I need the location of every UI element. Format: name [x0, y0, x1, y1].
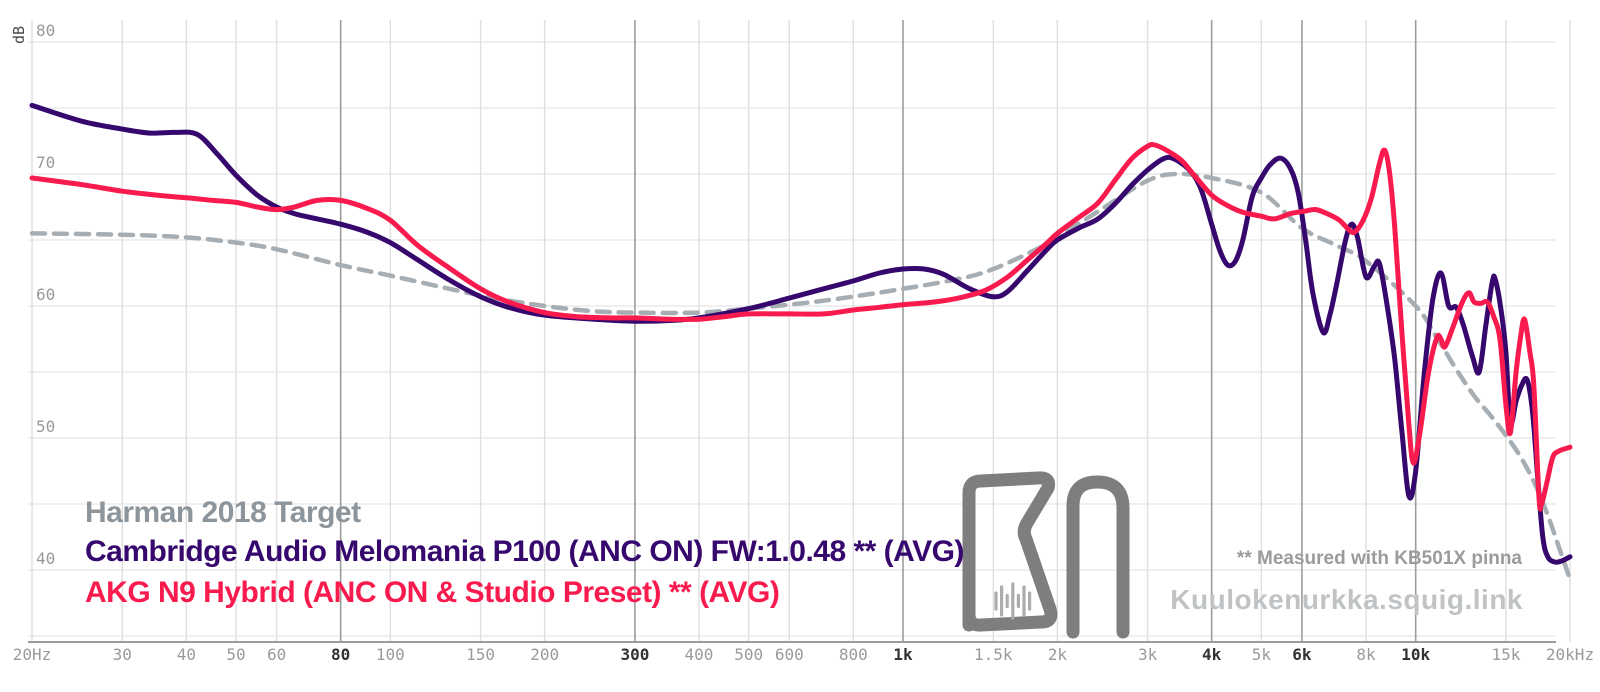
x-tick-label: 6k — [1292, 645, 1312, 664]
x-tick-label: 8k — [1356, 645, 1376, 664]
y-tick-label: 80 — [36, 21, 55, 40]
x-tick-label: 1.5k — [974, 645, 1013, 664]
x-tick-label: 80 — [331, 645, 350, 664]
site-watermark: Kuulokenurkka.squig.link — [1170, 584, 1523, 615]
x-tick-label: 4k — [1202, 645, 1222, 664]
logo-equalizer-bars-icon — [994, 582, 1032, 620]
logo-letter-k — [962, 471, 1058, 632]
x-tick-label: 30 — [113, 645, 132, 664]
y-tick-label: 60 — [36, 285, 55, 304]
legend-harman-2018-target: Harman 2018 Target — [85, 496, 361, 529]
x-tick-label: 15k — [1491, 645, 1520, 664]
x-tick-label: 40 — [177, 645, 196, 664]
gridlines — [28, 20, 1571, 643]
legend-melomania-p100: Cambridge Audio Melomania P100 (ANC ON) … — [85, 535, 964, 568]
x-tick-label: 400 — [685, 645, 714, 664]
x-tick-label: 10k — [1401, 645, 1430, 664]
x-tick-label: 500 — [734, 645, 763, 664]
curve-melomania-p100 — [29, 102, 1573, 565]
y-tick-label: 50 — [36, 417, 55, 436]
curve-akg-n9-hybrid — [29, 141, 1573, 512]
axis-tick-labels: 80 70 60 50 40 20Hz 30 40 50 60 80 100 150 200 300 400 5… — [13, 21, 1594, 664]
measurement-note: ** Measured with KB501X pinna — [1236, 548, 1522, 569]
x-tick-label: 300 — [620, 645, 649, 664]
db-axis-unit-label: dB — [10, 26, 28, 44]
legend-akg-n9-hybrid: AKG N9 Hybrid (ANC ON & Studio Preset) *… — [85, 576, 780, 609]
measurement-curves — [29, 102, 1573, 582]
x-tick-label: 600 — [775, 645, 804, 664]
x-tick-label: 2k — [1048, 645, 1068, 664]
kn-logo-watermark — [962, 471, 1130, 639]
x-tick-label: 3k — [1138, 645, 1158, 664]
x-tick-label: 200 — [530, 645, 559, 664]
logo-letter-n — [1066, 475, 1130, 639]
x-tick-label: 150 — [466, 645, 495, 664]
x-tick-label: 60 — [267, 645, 286, 664]
x-tick-label: 100 — [376, 645, 405, 664]
x-tick-label: 800 — [839, 645, 868, 664]
y-tick-label: 40 — [36, 549, 55, 568]
x-tick-label: 50 — [226, 645, 245, 664]
x-tick-label: 20Hz — [13, 645, 52, 664]
y-tick-label: 70 — [36, 153, 55, 172]
x-tick-label: 1k — [893, 645, 913, 664]
x-tick-label: 20kHz — [1546, 645, 1594, 664]
x-tick-label: 5k — [1252, 645, 1272, 664]
